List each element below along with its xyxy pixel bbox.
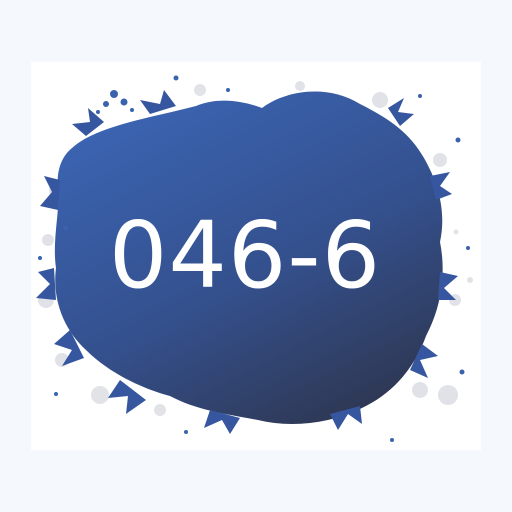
paint-edge-fragments: [36, 90, 458, 434]
code-label: 046-6: [108, 202, 382, 309]
paint-splatter-dots: [38, 75, 470, 442]
paint-blob: [54, 91, 443, 424]
grey-speckle-haze: [38, 81, 473, 416]
